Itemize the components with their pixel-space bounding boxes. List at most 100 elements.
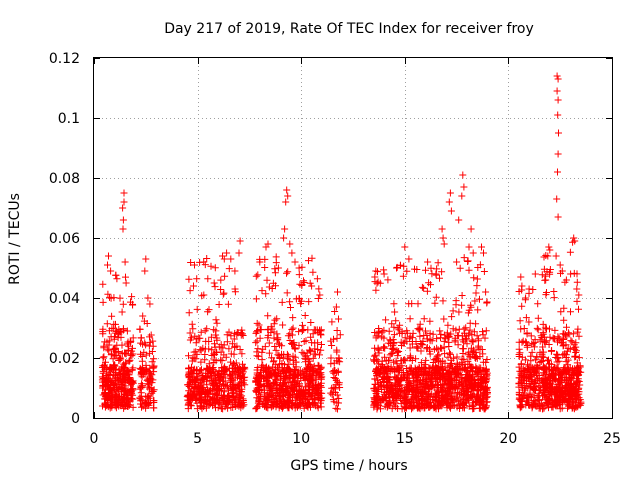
roti-point bbox=[202, 373, 210, 381]
roti-point bbox=[389, 388, 397, 396]
roti-point bbox=[259, 345, 267, 353]
roti-point bbox=[233, 382, 241, 389]
roti-point bbox=[120, 198, 128, 206]
roti-point bbox=[573, 285, 581, 293]
roti-point bbox=[539, 329, 547, 337]
roti-point bbox=[559, 351, 567, 359]
roti-point bbox=[185, 373, 193, 381]
roti-point bbox=[334, 288, 341, 296]
roti-point bbox=[518, 302, 526, 310]
roti-point bbox=[112, 352, 120, 359]
roti-point bbox=[515, 288, 523, 295]
roti-point bbox=[193, 275, 201, 283]
roti-point bbox=[516, 349, 524, 357]
roti-point bbox=[213, 319, 221, 327]
roti-point bbox=[108, 325, 116, 333]
y-tick-labels: 0 0.02 0.04 0.06 0.08 0.1 0.12 bbox=[49, 51, 80, 427]
roti-point bbox=[531, 270, 539, 278]
roti-point bbox=[255, 372, 263, 380]
roti-point bbox=[549, 403, 557, 411]
roti-point bbox=[298, 348, 306, 356]
roti-point bbox=[307, 319, 315, 326]
roti-point bbox=[315, 285, 323, 293]
x-tick-label: 15 bbox=[396, 431, 414, 447]
roti-point bbox=[264, 397, 272, 405]
roti-point bbox=[424, 258, 432, 266]
roti-point bbox=[197, 394, 205, 402]
roti-point bbox=[395, 348, 403, 355]
roti-point bbox=[107, 351, 115, 359]
roti-point bbox=[285, 365, 293, 373]
roti-point bbox=[252, 339, 260, 347]
roti-point bbox=[253, 319, 261, 327]
y-tick-label: 0 bbox=[71, 411, 80, 427]
roti-point bbox=[139, 340, 147, 348]
roti-point bbox=[252, 295, 260, 303]
roti-point bbox=[565, 379, 573, 387]
roti-point bbox=[391, 308, 399, 316]
roti-point bbox=[287, 369, 295, 377]
roti-point bbox=[150, 404, 157, 412]
roti-point bbox=[260, 386, 268, 394]
roti-point bbox=[125, 357, 133, 365]
roti-point bbox=[186, 329, 194, 337]
roti-point bbox=[225, 328, 233, 336]
roti-point bbox=[278, 402, 286, 410]
roti-point bbox=[207, 387, 215, 395]
roti-point bbox=[328, 342, 336, 349]
roti-point bbox=[452, 326, 460, 334]
roti-point bbox=[523, 367, 531, 375]
roti-point bbox=[253, 366, 261, 374]
x-tick-label: 0 bbox=[90, 431, 99, 447]
roti-point bbox=[461, 336, 469, 344]
roti-point bbox=[389, 336, 397, 344]
roti-point bbox=[192, 355, 200, 363]
roti-point bbox=[416, 400, 423, 408]
roti-point bbox=[474, 306, 482, 314]
roti-point bbox=[295, 328, 303, 336]
roti-point bbox=[184, 381, 192, 389]
roti-point bbox=[146, 392, 154, 400]
roti-point bbox=[106, 293, 113, 301]
roti-point bbox=[281, 225, 289, 233]
roti-point bbox=[231, 343, 239, 351]
roti-point bbox=[438, 373, 446, 381]
roti-point bbox=[575, 291, 583, 299]
roti-point bbox=[186, 287, 194, 295]
roti-point bbox=[149, 397, 157, 405]
roti-point bbox=[330, 335, 337, 343]
roti-point bbox=[185, 275, 193, 283]
roti-point bbox=[380, 334, 388, 342]
roti-point bbox=[390, 358, 398, 366]
roti-point bbox=[146, 333, 153, 341]
roti-point bbox=[394, 383, 402, 390]
roti-point bbox=[264, 331, 272, 339]
roti-point bbox=[483, 369, 491, 377]
roti-point bbox=[374, 345, 382, 353]
roti-point bbox=[214, 392, 222, 400]
roti-point bbox=[214, 382, 222, 390]
roti-point bbox=[426, 337, 434, 345]
roti-point bbox=[317, 403, 325, 411]
roti-point bbox=[216, 387, 224, 394]
roti-point bbox=[516, 317, 524, 325]
roti-point bbox=[398, 405, 406, 413]
roti-point bbox=[554, 381, 562, 389]
roti-point bbox=[539, 402, 547, 410]
roti-point bbox=[522, 314, 530, 322]
roti-point bbox=[288, 331, 296, 339]
roti-point bbox=[396, 388, 404, 395]
roti-point bbox=[233, 331, 241, 339]
roti-point bbox=[127, 380, 135, 388]
roti-point bbox=[125, 401, 133, 409]
roti-point bbox=[573, 278, 581, 286]
roti-point bbox=[237, 393, 245, 401]
roti-point bbox=[522, 339, 530, 347]
roti-point bbox=[308, 282, 316, 290]
roti-point bbox=[283, 186, 291, 194]
roti-point bbox=[103, 320, 111, 328]
roti-point bbox=[255, 373, 263, 381]
roti-point bbox=[305, 298, 313, 306]
roti-point bbox=[272, 282, 279, 290]
roti-point bbox=[515, 374, 523, 382]
